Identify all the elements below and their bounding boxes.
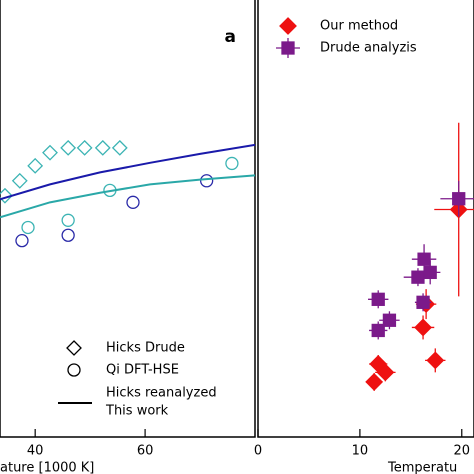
- x-tick-label: 10: [352, 444, 369, 459]
- legend-label: This work: [105, 404, 169, 419]
- legend-label: Our method: [320, 19, 398, 34]
- diamond-marker: [365, 373, 384, 391]
- diamond-marker: [42, 144, 58, 161]
- x-axis-label: Temperatu: [387, 461, 457, 474]
- legend-label: Hicks reanalyzed: [106, 386, 217, 401]
- diamond-marker: [0, 187, 13, 204]
- diamond-marker: [76, 139, 93, 156]
- circle-marker: [61, 213, 75, 227]
- plot-frame: [257, 0, 474, 438]
- square-marker: [371, 292, 385, 306]
- diamond-marker: [111, 139, 128, 156]
- diamond-marker: [11, 172, 28, 189]
- circle-marker: [67, 363, 81, 377]
- circle-marker: [126, 195, 140, 209]
- circle-marker: [225, 156, 239, 171]
- diamond-marker: [279, 17, 297, 35]
- diamond-marker: [414, 318, 432, 337]
- diamond-marker: [66, 340, 82, 356]
- square-marker: [281, 41, 295, 55]
- line-series: [0, 143, 256, 201]
- square-marker: [371, 323, 385, 338]
- square-marker: [417, 252, 431, 266]
- diamond-marker: [60, 139, 77, 156]
- circle-marker: [61, 228, 75, 242]
- x-tick-label: 0: [254, 444, 262, 459]
- legend-label: Drude analyzis: [320, 41, 417, 56]
- square-marker: [452, 192, 466, 206]
- legend-label: Hicks Drude: [106, 341, 185, 356]
- legend-label: Qi DFT-HSE: [106, 363, 179, 378]
- x-tick-label: 60: [137, 444, 154, 459]
- x-tick-label: 40: [27, 444, 44, 459]
- circle-marker: [15, 233, 29, 248]
- circle-marker: [21, 220, 35, 235]
- diamond-marker: [27, 157, 44, 174]
- x-tick-label: 20: [454, 444, 471, 459]
- square-marker: [416, 295, 430, 309]
- square-marker: [423, 265, 437, 280]
- plot-frame: [0, 0, 256, 438]
- panel-label: a: [225, 27, 236, 47]
- diamond-marker: [94, 139, 111, 156]
- line-series: [0, 174, 256, 219]
- circle-marker: [199, 174, 214, 188]
- square-marker: [382, 313, 397, 327]
- diamond-marker: [426, 351, 445, 370]
- x-axis-label: ature [1000 K]: [0, 461, 94, 474]
- diamond-marker: [376, 363, 395, 382]
